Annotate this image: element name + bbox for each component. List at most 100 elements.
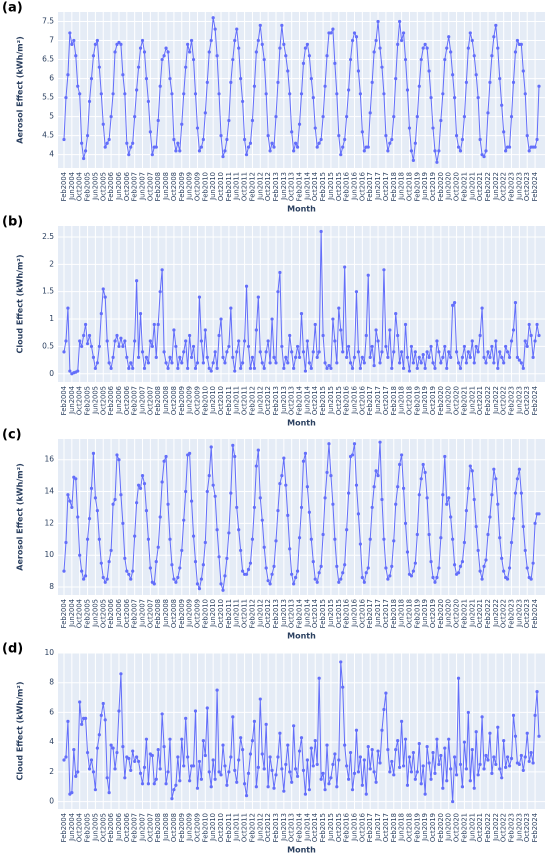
y-tick-label: 2 (49, 767, 54, 776)
data-point (276, 290, 280, 294)
data-point (502, 130, 506, 134)
x-tick-label: Jun2004 (68, 172, 76, 201)
x-tick-label: Feb2015 (319, 599, 327, 628)
data-point (343, 743, 347, 747)
data-point (231, 443, 235, 447)
data-point (260, 752, 264, 756)
x-tick-label: Jun2012 (256, 386, 264, 415)
data-point (295, 774, 300, 778)
data-point (278, 270, 282, 275)
data-point (292, 724, 296, 728)
y-tick-label: 10 (44, 648, 54, 657)
x-tick-label: Oct2006 (123, 813, 131, 842)
data-point (184, 65, 188, 69)
data-point (447, 737, 451, 741)
data-point (217, 92, 221, 96)
data-point (172, 137, 176, 142)
data-point (280, 344, 284, 349)
data-point (345, 355, 349, 359)
data-point (488, 731, 492, 735)
data-point (66, 719, 70, 723)
data-point (78, 92, 82, 96)
data-point (207, 366, 211, 370)
x-tick-label: Oct2018 (405, 813, 413, 842)
data-point (417, 84, 421, 88)
data-point (193, 709, 198, 713)
data-point (451, 73, 455, 77)
y-tick-label: 4 (49, 150, 54, 159)
data-point (272, 564, 276, 568)
data-point (521, 768, 525, 772)
data-point (352, 442, 357, 446)
data-point (319, 137, 323, 142)
data-point (356, 69, 361, 73)
data-point (423, 42, 427, 46)
data-point (182, 764, 186, 768)
data-point (136, 759, 141, 764)
data-point (117, 458, 121, 462)
data-point (103, 145, 107, 149)
x-tick-label: Oct2016 (358, 172, 366, 201)
data-point (378, 440, 382, 444)
x-tick-label: Feb2007 (131, 172, 139, 201)
x-tick-label: Oct2004 (76, 599, 84, 628)
data-point (101, 287, 105, 291)
data-point (421, 462, 425, 467)
data-point (398, 19, 402, 24)
data-point (441, 92, 445, 96)
data-point (164, 454, 168, 459)
data-point (325, 470, 329, 475)
data-point (494, 477, 498, 481)
data-point (482, 355, 486, 359)
data-point (492, 361, 496, 365)
data-point (376, 749, 380, 753)
data-point (217, 555, 221, 559)
data-point (345, 528, 349, 532)
data-point (517, 762, 521, 767)
data-point (201, 361, 205, 365)
data-point (168, 76, 172, 81)
data-point (64, 540, 68, 545)
data-point (307, 510, 311, 514)
data-point (276, 509, 280, 513)
x-tick-label: Jun2006 (115, 386, 123, 415)
x-tick-label: Oct2020 (453, 813, 461, 842)
data-point (70, 791, 74, 795)
data-point (376, 19, 380, 24)
data-point (174, 783, 178, 787)
data-point (80, 722, 84, 726)
data-point (164, 782, 168, 786)
data-point (205, 80, 209, 84)
data-point (378, 761, 382, 765)
data-point (215, 528, 219, 532)
x-tick-label: Feb2024 (531, 599, 539, 628)
x-tick-label: Oct2017 (382, 813, 390, 842)
data-point (176, 141, 180, 145)
data-point (286, 69, 290, 73)
data-point (115, 750, 119, 755)
x-tick-label: Feb2004 (60, 386, 68, 415)
x-tick-label: Feb2008 (154, 813, 162, 842)
data-point (305, 758, 309, 762)
x-tick-label: Jun2005 (91, 599, 99, 628)
data-point (419, 782, 423, 786)
data-point (345, 764, 349, 768)
data-point (390, 137, 394, 142)
data-point (301, 350, 306, 354)
data-point (74, 477, 78, 481)
x-tick-label: Jun2007 (139, 813, 147, 842)
data-point (488, 80, 492, 84)
data-point (462, 540, 467, 545)
data-point (378, 46, 382, 50)
data-point (158, 290, 162, 294)
data-point (431, 575, 435, 580)
data-point (113, 767, 117, 771)
data-point (325, 54, 329, 58)
x-tick-label: Oct2020 (453, 172, 461, 201)
data-point (95, 509, 99, 513)
data-point (85, 537, 90, 541)
x-tick-label: Oct2011 (241, 172, 249, 201)
x-axis-title: Month (287, 205, 316, 214)
x-tick-label: Jun2020 (445, 599, 453, 628)
data-point (260, 42, 264, 46)
